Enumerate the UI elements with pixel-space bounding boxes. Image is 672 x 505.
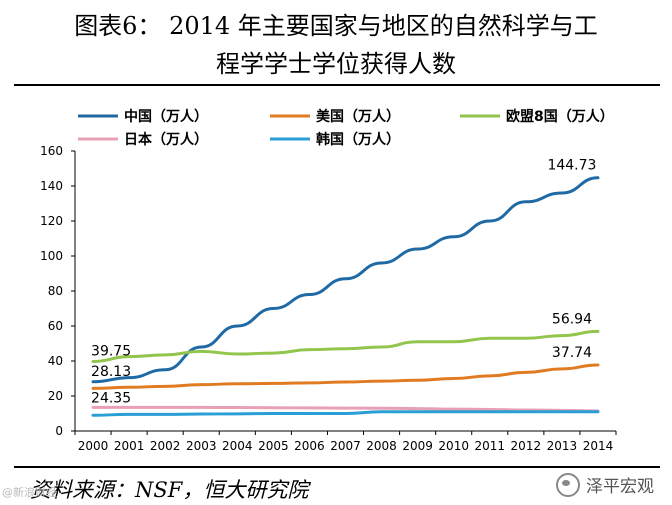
- y-tick-label: 100: [40, 249, 63, 263]
- x-tick-label: 2009: [402, 439, 433, 453]
- series-line-2: [91, 329, 600, 363]
- top-rule: [14, 84, 660, 86]
- wechat-icon: [556, 472, 580, 497]
- x-tick-label: 2004: [222, 439, 253, 453]
- y-tick-label: 0: [55, 424, 63, 438]
- bottom-rule: [14, 466, 660, 468]
- y-tick-label: 140: [40, 179, 63, 193]
- source-note: 资料来源：NSF，恒大研究院: [30, 478, 309, 502]
- data-label: 56.94: [552, 311, 592, 327]
- x-tick-label: 2010: [438, 439, 469, 453]
- x-tick-label: 2013: [547, 439, 578, 453]
- data-label: 28.13: [91, 364, 131, 380]
- x-tick-label: 2005: [258, 439, 289, 453]
- watermark-text: 泽平宏观: [586, 477, 654, 497]
- data-label: 24.35: [91, 390, 131, 406]
- x-tick-label: 2014: [583, 439, 614, 453]
- chart-title-line2: 程学学士学位获得人数: [216, 50, 456, 78]
- x-tick-label: 2003: [186, 439, 217, 453]
- y-tick-label: 60: [48, 319, 63, 333]
- series-line-3: [91, 405, 600, 413]
- legend-label: 日本（万人）: [124, 131, 208, 148]
- x-tick-label: 2011: [474, 439, 505, 453]
- x-tick-label: 2001: [114, 439, 145, 453]
- y-tick-label: 20: [48, 389, 63, 403]
- watermark-right: 泽平宏观: [556, 472, 654, 497]
- legend-label: 韩国（万人）: [316, 131, 400, 148]
- y-tick-label: 120: [40, 214, 63, 228]
- x-tick-label: 2000: [78, 439, 109, 453]
- x-tick-label: 2008: [366, 439, 397, 453]
- data-label: 37.74: [552, 345, 592, 361]
- watermark-left: @新浪财经: [2, 486, 57, 499]
- y-tick-label: 80: [48, 284, 63, 298]
- x-tick-label: 2006: [294, 439, 325, 453]
- series-line-4: [91, 410, 600, 417]
- x-tick-label: 2012: [511, 439, 542, 453]
- legend-label: 美国（万人）: [316, 108, 400, 125]
- legend-label: 欧盟8国（万人）: [506, 108, 614, 125]
- series-line-0: [91, 176, 600, 384]
- x-tick-label: 2002: [150, 439, 181, 453]
- series-line-1: [91, 363, 600, 390]
- data-label: 144.73: [547, 158, 596, 174]
- y-tick-label: 40: [48, 354, 63, 368]
- y-tick-label: 160: [40, 144, 63, 158]
- data-label: 39.75: [91, 343, 131, 359]
- legend-label: 中国（万人）: [124, 108, 208, 125]
- chart-title-line1: 图表6： 2014 年主要国家与地区的自然科学与工: [74, 12, 598, 40]
- x-tick-label: 2007: [330, 439, 361, 453]
